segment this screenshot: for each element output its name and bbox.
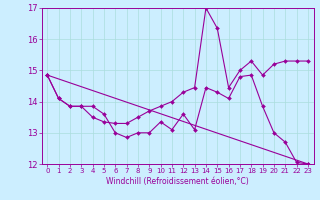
X-axis label: Windchill (Refroidissement éolien,°C): Windchill (Refroidissement éolien,°C) (106, 177, 249, 186)
